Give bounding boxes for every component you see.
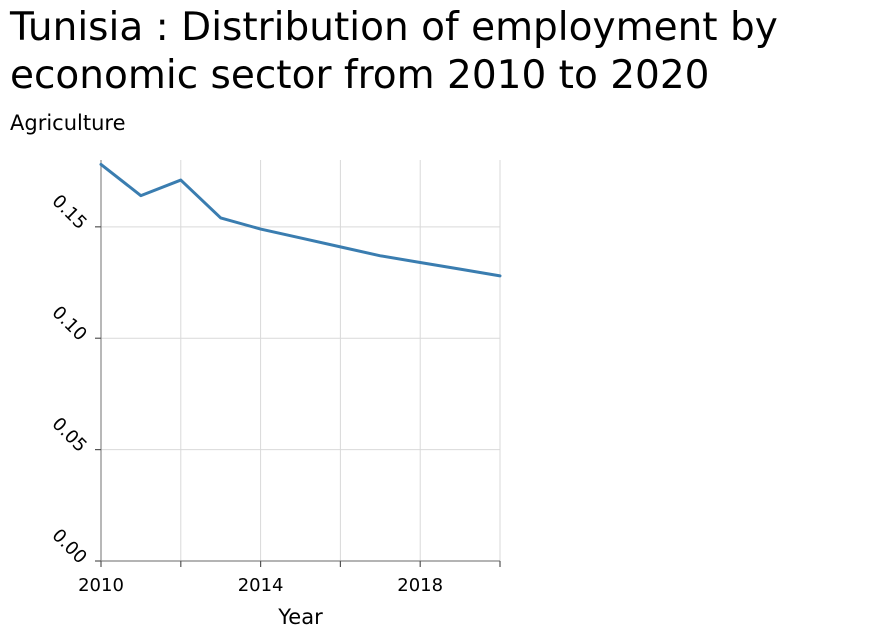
axes — [95, 160, 501, 567]
data-point — [499, 274, 502, 277]
data-point — [459, 268, 462, 271]
y-tick-label: 0.00 — [48, 525, 91, 568]
x-tick-label: 2010 — [78, 575, 124, 596]
x-tick-label: 2014 — [238, 575, 284, 596]
data-point — [139, 194, 142, 197]
series-line — [99, 162, 502, 278]
y-tick-label: 0.05 — [48, 413, 91, 456]
data-point — [299, 236, 302, 239]
tick-labels: 2010 2014 2018 0.00 0.05 0.10 0.15 — [48, 191, 444, 596]
chart-title: Tunisia : Distribution of employment by … — [10, 5, 778, 98]
data-point — [259, 228, 262, 231]
data-point — [219, 216, 222, 219]
y-tick-label: 0.15 — [48, 191, 91, 234]
x-axis-label: Year — [277, 605, 323, 629]
data-point — [379, 254, 382, 257]
data-point — [179, 179, 182, 182]
data-point — [419, 261, 422, 264]
y-tick-label: 0.10 — [48, 302, 91, 345]
series-group — [99, 162, 502, 278]
data-point — [339, 245, 342, 248]
y-axis-label: Agriculture — [10, 111, 126, 135]
x-tick-label: 2018 — [397, 575, 443, 596]
grid-lines — [100, 160, 501, 562]
data-point — [100, 163, 103, 166]
